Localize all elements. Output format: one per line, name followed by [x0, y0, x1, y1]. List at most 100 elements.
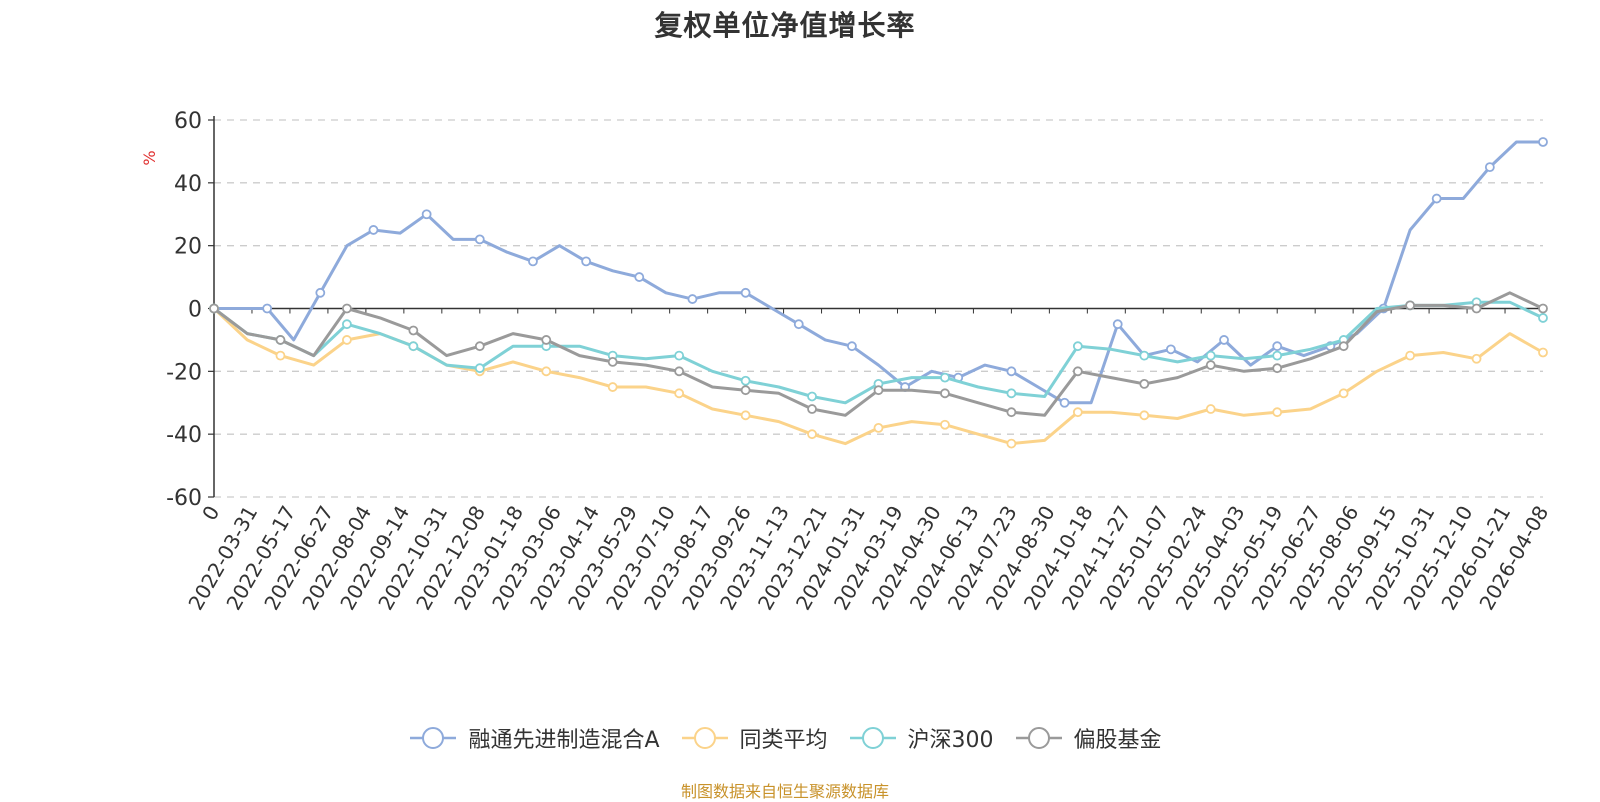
series-point — [474, 341, 485, 352]
series-point — [1538, 313, 1548, 323]
series-point — [541, 335, 552, 345]
series-point — [1538, 303, 1548, 314]
series-point — [541, 366, 552, 377]
y-tick-label: 0 — [188, 298, 202, 323]
series-point — [740, 410, 751, 421]
y-tick-label: 20 — [174, 235, 202, 260]
y-tick-label: 60 — [174, 109, 202, 134]
legend-circle — [422, 727, 445, 749]
series-point — [275, 335, 286, 345]
series-layer — [209, 137, 1548, 449]
legend-circle — [693, 727, 716, 749]
series-point — [1139, 410, 1150, 421]
source-note: 制图数据来自恒生聚源数据库 — [680, 782, 889, 801]
series-point — [1272, 407, 1283, 418]
series-point — [1471, 353, 1482, 364]
series-point — [740, 375, 751, 386]
legend: 融通先进制造混合A 同类平均 沪深300 偏股基金 — [0, 722, 1570, 754]
series-point — [1205, 404, 1216, 414]
series-point — [1272, 350, 1283, 361]
series-point — [341, 319, 352, 330]
series-point — [1538, 347, 1548, 358]
axis-layer — [208, 116, 1544, 498]
series-point — [1219, 335, 1229, 345]
legend-item[interactable]: 同类平均 — [680, 722, 828, 754]
series-point — [408, 325, 419, 336]
series-point — [1006, 407, 1017, 418]
series-point — [1059, 397, 1070, 408]
legend-label: 融通先进制造混合A — [468, 728, 660, 753]
series-point — [1139, 350, 1150, 361]
series-line — [214, 140, 1543, 405]
series-point — [341, 303, 352, 314]
series-point — [1431, 193, 1442, 204]
series-point — [1484, 162, 1495, 173]
legend-item[interactable]: 偏股基金 — [1014, 722, 1162, 754]
chart-title: 复权单位净值增长率 — [654, 9, 916, 42]
x-tick-label: 0 — [197, 502, 224, 525]
series-point — [807, 391, 817, 402]
legend-circle — [861, 727, 884, 749]
series-point — [262, 303, 273, 314]
y-tick-label: -20 — [166, 360, 202, 385]
series-point — [368, 225, 379, 235]
series-point — [1165, 344, 1176, 355]
legend-marker-icon — [681, 727, 728, 749]
series-point — [474, 234, 485, 245]
series-point — [687, 294, 698, 304]
series-point — [1338, 341, 1349, 352]
series-point — [1072, 407, 1083, 418]
series-point — [1205, 350, 1216, 361]
series-point — [940, 419, 950, 430]
series-group — [209, 137, 1548, 408]
y-tick-label: -40 — [166, 423, 202, 448]
series-point — [740, 287, 751, 298]
series-point — [807, 429, 817, 440]
series-group — [209, 291, 1548, 418]
series-point — [275, 350, 286, 361]
series-point — [1471, 303, 1482, 314]
series-point — [1006, 438, 1017, 449]
y-tick-label: -60 — [166, 486, 202, 511]
y-tick-label: 40 — [174, 172, 202, 197]
series-point — [1006, 388, 1017, 399]
series-point — [873, 385, 884, 396]
legend-marker-icon — [410, 727, 457, 749]
series-point — [793, 319, 804, 330]
tick-label-layer: -60-40-20020406002022-03-312022-05-17202… — [166, 109, 1553, 614]
series-point — [1205, 360, 1216, 370]
series-point — [1538, 137, 1548, 147]
legend-marker-icon — [849, 727, 896, 749]
series-point — [1112, 319, 1123, 330]
legend-item[interactable]: 沪深300 — [848, 722, 994, 754]
series-point — [740, 385, 751, 396]
legend-circle — [1027, 727, 1050, 749]
series-point — [940, 388, 950, 399]
series-group — [209, 303, 1548, 449]
series-point — [528, 256, 538, 267]
series-point — [1072, 366, 1083, 377]
series-point — [674, 350, 685, 361]
grid-layer — [214, 119, 1543, 498]
series-point — [607, 382, 618, 392]
series-point — [209, 303, 219, 314]
legend-item[interactable]: 融通先进制造混合A — [408, 722, 660, 754]
series-point — [315, 287, 326, 298]
series-point — [1405, 350, 1415, 361]
legend-label: 偏股基金 — [1073, 728, 1162, 753]
series-point — [1338, 388, 1349, 399]
series-point — [581, 256, 592, 267]
series-point — [807, 404, 817, 414]
series-point — [1072, 341, 1083, 352]
series-point — [940, 372, 950, 383]
series-point — [421, 209, 432, 220]
series-point — [408, 341, 419, 352]
series-point — [1272, 341, 1283, 352]
series-point — [873, 422, 884, 433]
series-point — [1272, 363, 1283, 374]
legend-label: 沪深300 — [907, 728, 994, 753]
series-point — [1006, 366, 1017, 377]
series-point — [634, 272, 645, 282]
y-axis-unit-label: % — [140, 150, 159, 165]
